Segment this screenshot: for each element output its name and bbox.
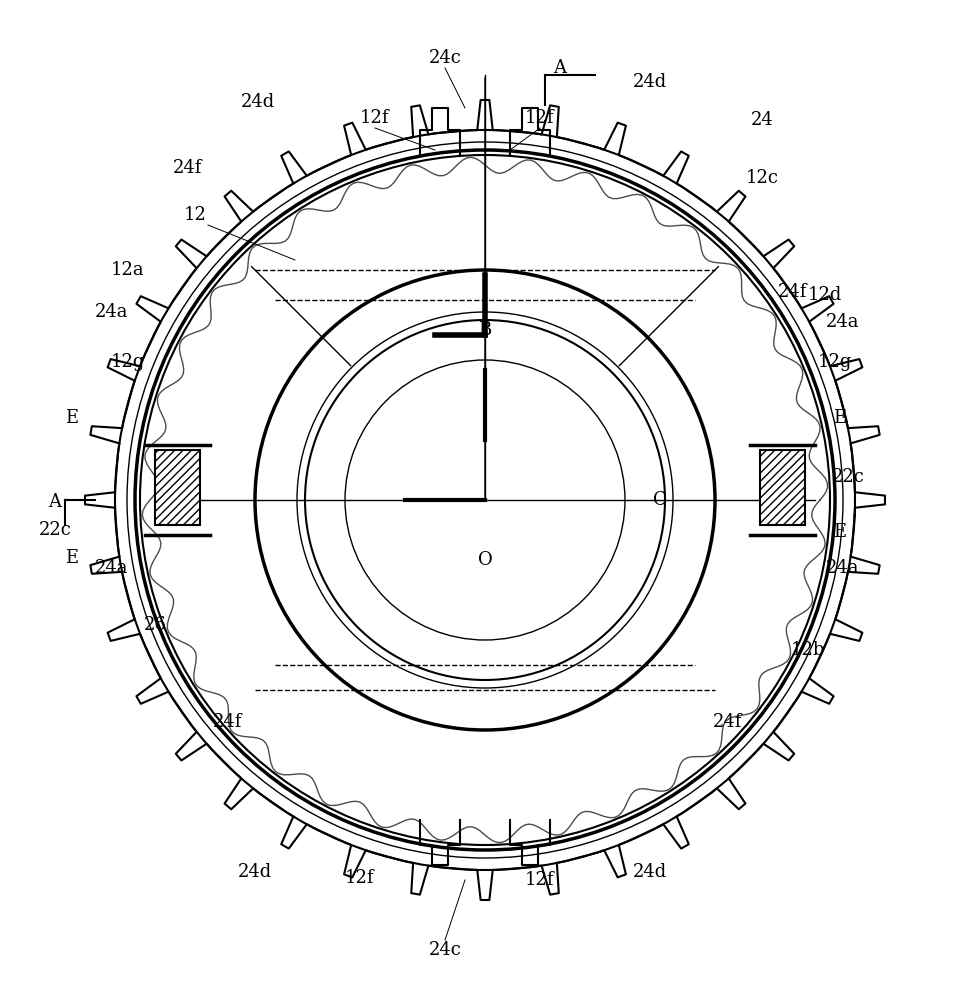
Text: 24d: 24d: [632, 73, 667, 91]
Text: E: E: [832, 409, 846, 427]
Text: 22c: 22c: [39, 521, 72, 539]
Text: 12c: 12c: [745, 169, 778, 187]
Text: 12g: 12g: [817, 353, 852, 371]
Text: 24d: 24d: [632, 863, 667, 881]
Text: A: A: [48, 493, 61, 511]
Text: 12f: 12f: [345, 869, 374, 887]
Text: 12a: 12a: [111, 261, 144, 279]
Text: 12f: 12f: [359, 109, 390, 127]
Text: 22c: 22c: [830, 468, 863, 486]
Bar: [760, 450, 804, 525]
Text: 24f: 24f: [777, 283, 807, 301]
Bar: [155, 450, 200, 525]
Text: 24a: 24a: [826, 313, 859, 331]
Text: E: E: [65, 409, 78, 427]
Text: 12f: 12f: [524, 109, 554, 127]
Text: 24a: 24a: [95, 559, 129, 577]
Text: 12f: 12f: [524, 871, 554, 889]
Text: 24: 24: [750, 111, 772, 129]
Text: 24c: 24c: [428, 941, 461, 959]
Text: C: C: [652, 491, 666, 509]
Text: 12d: 12d: [807, 286, 841, 304]
Text: 24f: 24f: [712, 713, 742, 731]
Text: A: A: [553, 59, 566, 77]
Bar: [760, 450, 804, 525]
Text: 24d: 24d: [237, 863, 272, 881]
Bar: [155, 450, 200, 525]
Text: E: E: [832, 523, 846, 541]
Text: 24a: 24a: [826, 559, 859, 577]
Text: O: O: [477, 551, 492, 569]
Text: 12g: 12g: [110, 353, 145, 371]
Text: 12b: 12b: [790, 641, 825, 659]
Text: 24a: 24a: [95, 303, 129, 321]
Text: 26: 26: [143, 616, 167, 634]
Text: 24c: 24c: [428, 49, 461, 67]
Text: B: B: [478, 321, 491, 339]
Text: 24f: 24f: [213, 713, 242, 731]
Text: E: E: [65, 549, 78, 567]
Text: 12: 12: [183, 206, 206, 224]
Text: 24d: 24d: [240, 93, 275, 111]
Text: 24f: 24f: [173, 159, 203, 177]
